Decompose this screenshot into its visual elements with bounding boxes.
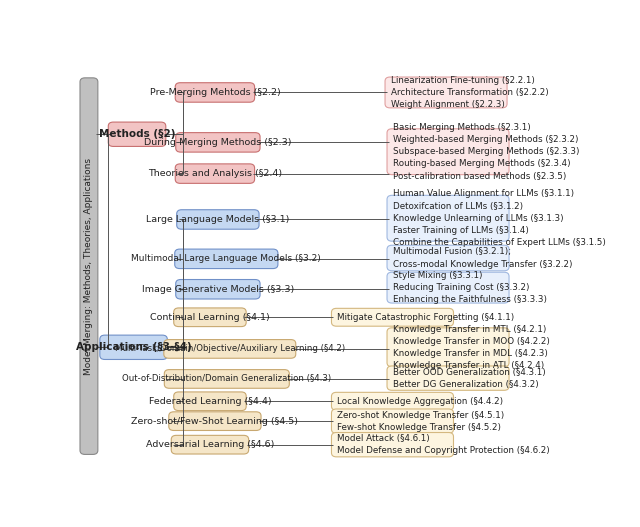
FancyBboxPatch shape xyxy=(385,77,507,108)
FancyBboxPatch shape xyxy=(387,272,509,303)
Text: Multi-Task/Domain/Objective/Auxiliary Learning (§4.2): Multi-Task/Domain/Objective/Auxiliary Le… xyxy=(115,345,345,354)
Text: Applications (§3-§4): Applications (§3-§4) xyxy=(76,343,191,352)
Text: Image Generative Models (§3.3): Image Generative Models (§3.3) xyxy=(142,285,294,294)
FancyBboxPatch shape xyxy=(176,279,260,299)
FancyBboxPatch shape xyxy=(177,210,259,229)
FancyBboxPatch shape xyxy=(332,392,454,410)
Text: Better OOD Generalization (§4.3.1)
Better DG Generalization (§4.3.2): Better OOD Generalization (§4.3.1) Bette… xyxy=(393,367,546,389)
FancyBboxPatch shape xyxy=(100,335,167,359)
Text: Model Attack (§4.6.1)
Model Defense and Copyright Protection (§4.6.2): Model Attack (§4.6.1) Model Defense and … xyxy=(337,434,550,455)
Text: Linearization Fine-tuning (§2.2.1)
Architecture Transformation (§2.2.2)
Weight A: Linearization Fine-tuning (§2.2.1) Archi… xyxy=(391,76,548,109)
Text: Large Language Models (§3.1): Large Language Models (§3.1) xyxy=(146,215,289,224)
FancyBboxPatch shape xyxy=(332,308,454,326)
FancyBboxPatch shape xyxy=(332,409,454,433)
FancyBboxPatch shape xyxy=(175,164,255,183)
FancyBboxPatch shape xyxy=(108,122,166,147)
Text: Model Merging: Methods, Theories, Applications: Model Merging: Methods, Theories, Applic… xyxy=(84,158,93,375)
Text: Zero-shot Knowledge Transfer (§4.5.1)
Few-shot Knowledge Transfer (§4.5.2): Zero-shot Knowledge Transfer (§4.5.1) Fe… xyxy=(337,411,505,432)
FancyBboxPatch shape xyxy=(387,196,509,241)
Text: Knowledge Transfer in MTL (§4.2.1)
Knowledge Transfer in MOO (§4.2.2)
Knowledge : Knowledge Transfer in MTL (§4.2.1) Knowl… xyxy=(393,325,550,370)
FancyBboxPatch shape xyxy=(387,129,509,174)
FancyBboxPatch shape xyxy=(175,249,278,269)
FancyBboxPatch shape xyxy=(387,366,509,391)
Text: During-Merging Methods (§2.3): During-Merging Methods (§2.3) xyxy=(144,138,292,147)
FancyBboxPatch shape xyxy=(176,133,260,152)
Text: Theories and Analysis (§2.4): Theories and Analysis (§2.4) xyxy=(148,169,282,178)
Text: Methods (§2): Methods (§2) xyxy=(99,129,175,139)
FancyBboxPatch shape xyxy=(332,433,454,457)
FancyBboxPatch shape xyxy=(164,369,289,388)
FancyBboxPatch shape xyxy=(172,435,248,454)
Text: Pre-Merging Mehtods (§2.2): Pre-Merging Mehtods (§2.2) xyxy=(150,88,280,97)
Text: Zero-shot/Few-Shot Learning (§4.5): Zero-shot/Few-Shot Learning (§4.5) xyxy=(131,417,298,426)
FancyBboxPatch shape xyxy=(387,245,509,271)
Text: Local Knowledge Aggregation (§4.4.2): Local Knowledge Aggregation (§4.4.2) xyxy=(337,397,504,406)
Text: Adversarial Learning (§4.6): Adversarial Learning (§4.6) xyxy=(146,440,274,449)
FancyBboxPatch shape xyxy=(175,83,255,102)
Text: Style Mixing (§3.3.1)
Reducing Training Cost (§3.3.2)
Enhancing the Faithfulness: Style Mixing (§3.3.1) Reducing Training … xyxy=(393,271,547,304)
Text: Out-of-Distribution/Domain Generalization (§4.3): Out-of-Distribution/Domain Generalizatio… xyxy=(122,375,332,384)
Text: Federated Learning (§4.4): Federated Learning (§4.4) xyxy=(148,397,271,406)
Text: Multimodal Fusion (§3.2.1);
Cross-modal Knowledge Transfer (§3.2.2): Multimodal Fusion (§3.2.1); Cross-modal … xyxy=(393,248,572,269)
Text: Basic Merging Methods (§2.3.1)
Weighted-based Merging Methods (§2.3.2)
Subspace-: Basic Merging Methods (§2.3.1) Weighted-… xyxy=(393,123,579,181)
FancyBboxPatch shape xyxy=(169,412,261,431)
Text: Continual Learning (§4.1): Continual Learning (§4.1) xyxy=(150,313,270,322)
Text: Multimodal Large Language Models (§3.2): Multimodal Large Language Models (§3.2) xyxy=(131,255,321,264)
FancyBboxPatch shape xyxy=(173,392,246,411)
FancyBboxPatch shape xyxy=(80,78,98,454)
FancyBboxPatch shape xyxy=(164,339,296,358)
FancyBboxPatch shape xyxy=(173,308,246,327)
Text: Mitigate Catastrophic Forgetting (§4.1.1): Mitigate Catastrophic Forgetting (§4.1.1… xyxy=(337,313,515,322)
Text: Human Value Alignment for LLMs (§3.1.1)
Detoxifcation of LLMs (§3.1.2)
Knowledge: Human Value Alignment for LLMs (§3.1.1) … xyxy=(393,189,606,247)
FancyBboxPatch shape xyxy=(387,328,509,367)
